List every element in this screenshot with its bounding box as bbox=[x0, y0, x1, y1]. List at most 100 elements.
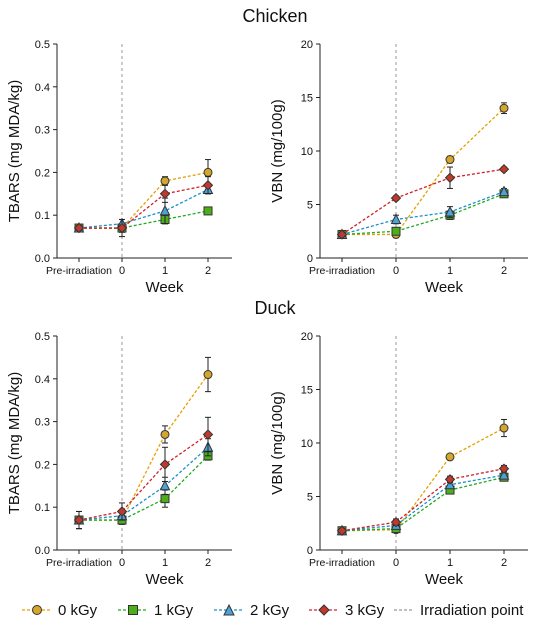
x-tick-label: 0 bbox=[119, 265, 125, 277]
panel-chicken-tbars: 0.0 0.1 0.2 0.3 0.4 0.5 Pre-irradiation 0 1 2 Week… bbox=[6, 39, 232, 296]
legend-irradiation-line-icon bbox=[394, 609, 414, 611]
data-point bbox=[336, 525, 348, 536]
data-point bbox=[203, 370, 213, 380]
y-tick-label: 0 bbox=[307, 545, 313, 557]
series-2-kgy bbox=[73, 183, 214, 233]
legend-item-2kgy: 2 kGy bbox=[214, 598, 289, 622]
x-tick-label: 0 bbox=[393, 557, 399, 569]
y-tick-label: 0.0 bbox=[35, 545, 50, 557]
data-point bbox=[336, 229, 348, 240]
series-line bbox=[78, 433, 209, 521]
series-3-kgy bbox=[73, 176, 214, 238]
x-tick-label: 1 bbox=[162, 557, 168, 569]
x-tick-label: 2 bbox=[205, 557, 211, 569]
series-0-kgy bbox=[74, 159, 213, 233]
data-point bbox=[498, 463, 510, 474]
x-tick-label: 1 bbox=[447, 557, 453, 569]
series-line bbox=[79, 210, 209, 229]
panel-duck-tbars: 0.0 0.1 0.2 0.3 0.4 0.5 Pre-irradiation 0 1 2 Week… bbox=[6, 331, 232, 588]
series-line bbox=[341, 476, 505, 532]
series-line bbox=[341, 191, 505, 236]
series-1-kgy bbox=[337, 472, 509, 536]
series-3-kgy bbox=[73, 416, 214, 530]
x-tick-label: 2 bbox=[205, 265, 211, 277]
x-axis-title: Week bbox=[425, 279, 464, 296]
data-point bbox=[159, 479, 171, 491]
y-tick-label: 0.2 bbox=[35, 459, 50, 471]
series-2-kgy bbox=[336, 185, 510, 239]
y-tick-label: 0.5 bbox=[35, 331, 50, 343]
legend-marker-circle-icon bbox=[22, 605, 52, 615]
data-point bbox=[498, 185, 510, 197]
x-tick-label: Pre-irradiation bbox=[46, 265, 112, 277]
legend-label-irradiation: Irradiation point bbox=[420, 601, 524, 619]
x-tick-label: 1 bbox=[162, 265, 168, 277]
x-axis-title: Week bbox=[425, 571, 464, 588]
y-axis-title: VBN (mg/100g) bbox=[269, 391, 286, 494]
y-tick-label: 0.3 bbox=[35, 417, 50, 429]
y-axis-title: VBN (mg/100g) bbox=[269, 99, 286, 202]
y-tick-label: 5 bbox=[307, 200, 313, 212]
x-axis-title: Week bbox=[145, 571, 184, 588]
series-line bbox=[341, 474, 505, 532]
legend-label-2kgy: 2 kGy bbox=[250, 601, 290, 619]
data-point bbox=[499, 103, 509, 113]
y-tick-label: 15 bbox=[301, 385, 313, 397]
data-point bbox=[390, 192, 402, 204]
legend-item-1kgy: 1 kGy bbox=[118, 598, 193, 622]
data-point bbox=[498, 468, 510, 480]
data-point bbox=[73, 222, 85, 234]
series-line bbox=[79, 171, 209, 229]
y-tick-label: 0.0 bbox=[35, 253, 50, 265]
data-point bbox=[116, 222, 128, 234]
series-line bbox=[341, 468, 505, 532]
data-point bbox=[159, 459, 171, 470]
x-tick-label: 2 bbox=[501, 557, 507, 569]
series-line bbox=[341, 168, 505, 235]
data-point bbox=[445, 452, 455, 462]
data-point bbox=[160, 176, 170, 186]
y-tick-label: 0.2 bbox=[35, 167, 50, 179]
y-tick-label: 20 bbox=[301, 331, 313, 343]
legend-marker-square-icon bbox=[118, 605, 148, 615]
legend-marker-diamond-icon bbox=[309, 604, 339, 616]
data-point bbox=[445, 155, 455, 165]
x-tick-label: 2 bbox=[501, 265, 507, 277]
data-point bbox=[202, 180, 214, 191]
series-0-kgy bbox=[74, 356, 213, 530]
series-2-kgy bbox=[73, 438, 214, 530]
legend-item-irradiation: Irradiation point bbox=[394, 598, 523, 622]
legend-item-3kgy: 3 kGy bbox=[309, 598, 384, 622]
x-tick-label: Pre-irradiation bbox=[309, 265, 375, 277]
y-tick-label: 0 bbox=[307, 253, 313, 265]
x-tick-label: 1 bbox=[447, 265, 453, 277]
x-tick-label: Pre-irradiation bbox=[309, 557, 375, 569]
x-axis-title: Week bbox=[145, 279, 184, 296]
y-axis-title: TBARS (mg MDA/kg) bbox=[6, 80, 23, 223]
data-point bbox=[203, 206, 213, 216]
data-point bbox=[498, 163, 510, 175]
series-line bbox=[79, 455, 209, 521]
series-3-kgy bbox=[336, 463, 510, 536]
data-point bbox=[499, 423, 509, 433]
legend-item-0kgy: 0 kGy bbox=[22, 598, 97, 622]
y-tick-label: 15 bbox=[301, 93, 313, 105]
data-point bbox=[202, 429, 214, 440]
legend: 0 kGy 1 kGy 2 kGy 3 kGy Irradiation poin… bbox=[0, 598, 550, 622]
y-tick-label: 0.4 bbox=[35, 374, 50, 386]
section-title-duck: Duck bbox=[254, 298, 296, 318]
series-line bbox=[78, 446, 209, 521]
data-point bbox=[159, 188, 171, 200]
series-3-kgy bbox=[336, 163, 510, 240]
section-title-chicken: Chicken bbox=[242, 6, 308, 26]
legend-label-1kgy: 1 kGy bbox=[154, 601, 194, 619]
y-tick-label: 0.1 bbox=[35, 210, 50, 222]
y-tick-label: 0.3 bbox=[35, 125, 50, 137]
y-tick-label: 10 bbox=[301, 146, 313, 158]
data-point bbox=[390, 213, 402, 224]
x-tick-label: 0 bbox=[393, 265, 399, 277]
series-0-kgy bbox=[337, 102, 509, 239]
series-line bbox=[78, 188, 209, 229]
